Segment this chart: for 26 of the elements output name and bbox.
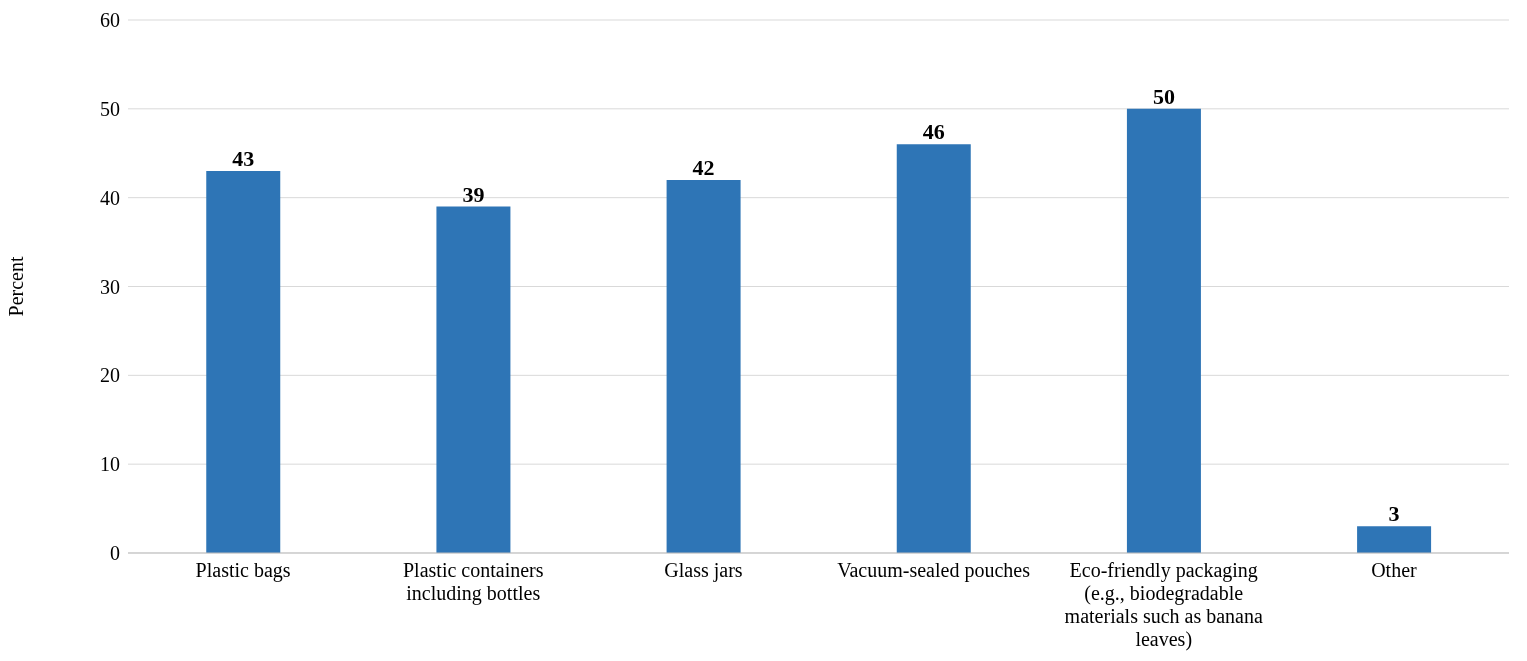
data-label: 42 bbox=[692, 154, 715, 180]
x-tick-label: Glass jars bbox=[664, 559, 743, 582]
y-axis-title: Percent bbox=[5, 256, 28, 317]
y-tick-label: 20 bbox=[100, 364, 120, 387]
y-tick-label: 10 bbox=[100, 453, 120, 476]
bar bbox=[436, 206, 511, 553]
x-tick-label: Plastic containers including bottles bbox=[402, 559, 544, 605]
bar bbox=[666, 179, 741, 553]
bar bbox=[896, 144, 971, 553]
data-label: 43 bbox=[232, 146, 255, 172]
y-tick-label: 60 bbox=[100, 9, 120, 32]
bar bbox=[1357, 526, 1432, 553]
data-label: 50 bbox=[1152, 83, 1175, 109]
y-tick-label: 30 bbox=[100, 275, 120, 298]
x-tick-label: Vacuum-sealed pouches bbox=[837, 559, 1031, 582]
y-tick-label: 0 bbox=[110, 542, 120, 565]
y-tick-label: 40 bbox=[100, 186, 120, 209]
bar bbox=[1126, 108, 1201, 553]
data-label: 46 bbox=[922, 119, 945, 145]
x-tick-label: Eco-friendly packaging (e.g., biodegradable materials such as banana leaves) bbox=[1064, 559, 1263, 651]
data-label: 3 bbox=[1388, 501, 1400, 527]
data-label: 39 bbox=[462, 181, 485, 207]
bar bbox=[206, 171, 281, 553]
x-tick-label: Plastic bags bbox=[195, 559, 291, 582]
x-tick-label: Other bbox=[1371, 559, 1418, 581]
y-tick-label: 50 bbox=[100, 97, 120, 120]
